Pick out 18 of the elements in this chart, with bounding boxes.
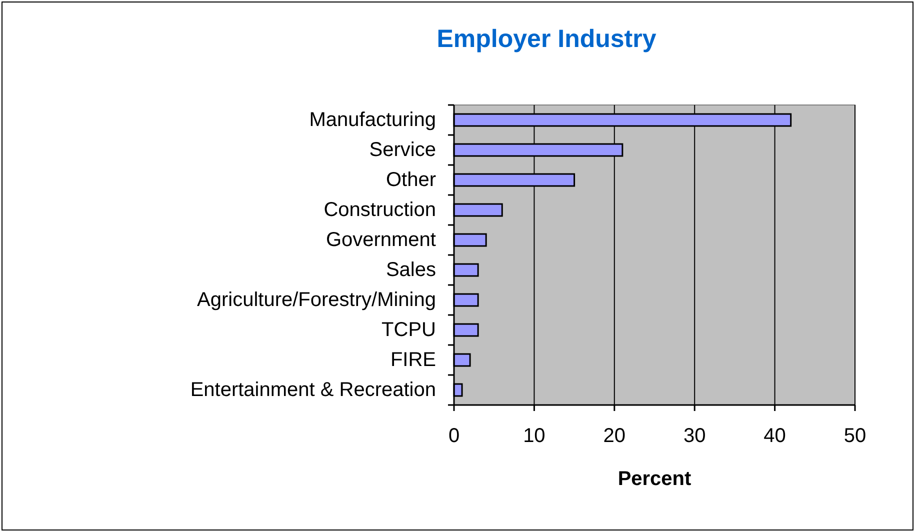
y-tick-label: Government — [326, 229, 436, 251]
x-tick-label: 0 — [448, 425, 460, 447]
x-tick-label: 10 — [523, 425, 546, 447]
y-tick-label: Manufacturing — [309, 109, 436, 131]
y-tick-label: Construction — [324, 199, 436, 221]
y-tick-label: Agriculture/Forestry/Mining — [197, 289, 436, 311]
x-tick-label: 20 — [603, 425, 626, 447]
y-tick-label: Service — [369, 139, 436, 161]
y-tick-label: Entertainment & Recreation — [190, 379, 436, 401]
x-tick-label: 40 — [764, 425, 786, 447]
y-tick-label: FIRE — [390, 349, 436, 371]
x-tick-label: 30 — [683, 425, 706, 447]
x-tick-label: 50 — [844, 425, 866, 447]
x-axis-title: Percent — [618, 468, 692, 490]
y-tick-label: Sales — [386, 259, 436, 281]
chart-title: Employer Industry — [436, 25, 656, 53]
y-tick-label: Other — [386, 169, 436, 191]
y-tick-label: TCPU — [382, 319, 436, 341]
